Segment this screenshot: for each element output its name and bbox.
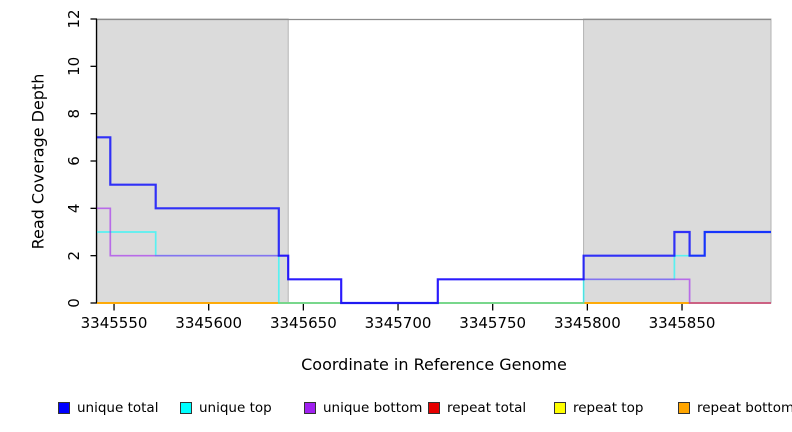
series-line-unique-total — [97, 136, 771, 305]
y-tick-label: 12 — [65, 9, 83, 28]
legend-label: repeat bottom — [697, 400, 792, 416]
x-axis-title: Coordinate in Reference Genome — [301, 355, 567, 374]
x-tick-label: 3345850 — [649, 314, 716, 332]
legend-label: unique top — [199, 400, 272, 416]
x-tick-label: 3345650 — [270, 314, 337, 332]
legend-swatch-icon — [554, 402, 566, 414]
y-tick-label: 6 — [65, 156, 83, 166]
y-axis-title: Read Coverage Depth — [28, 73, 48, 250]
legend-item-repeat-bottom: repeat bottom — [678, 399, 792, 417]
y-tick-label: 10 — [65, 57, 83, 76]
legend-swatch-icon — [304, 402, 316, 414]
legend-label: repeat top — [573, 400, 644, 416]
shaded-region — [96, 18, 289, 304]
y-tick-label: 2 — [65, 251, 83, 261]
x-tick-label: 3345700 — [365, 314, 432, 332]
legend-item-unique-top: unique top — [180, 399, 272, 417]
y-tick-label: 8 — [65, 109, 83, 119]
legend-item-repeat-top: repeat top — [554, 399, 643, 417]
legend-swatch-icon — [678, 402, 690, 414]
legend-item-unique-bottom: unique bottom — [304, 399, 422, 417]
x-tick-label: 3345600 — [175, 314, 242, 332]
x-tick-label: 3345550 — [81, 314, 148, 332]
legend-label: repeat total — [447, 400, 527, 416]
legend-swatch-icon — [180, 402, 192, 414]
legend: unique total unique top unique bottom repea… — [0, 399, 792, 421]
legend-swatch-icon — [58, 402, 70, 414]
x-tick-label: 3345800 — [554, 314, 621, 332]
y-tick-label: 4 — [65, 204, 83, 214]
legend-label: unique bottom — [323, 400, 423, 416]
legend-item-repeat-total: repeat total — [428, 399, 526, 417]
shaded-region — [583, 18, 772, 304]
legend-label: unique total — [77, 400, 159, 416]
plot-area: 0 2 4 6 8 10 12 3345550 3345600 3345650 3345700 334… — [65, 9, 772, 332]
legend-swatch-icon — [428, 402, 440, 414]
x-tick-label: 3345750 — [459, 314, 526, 332]
y-tick-label: 0 — [65, 298, 83, 308]
legend-item-unique-total: unique total — [58, 399, 158, 417]
